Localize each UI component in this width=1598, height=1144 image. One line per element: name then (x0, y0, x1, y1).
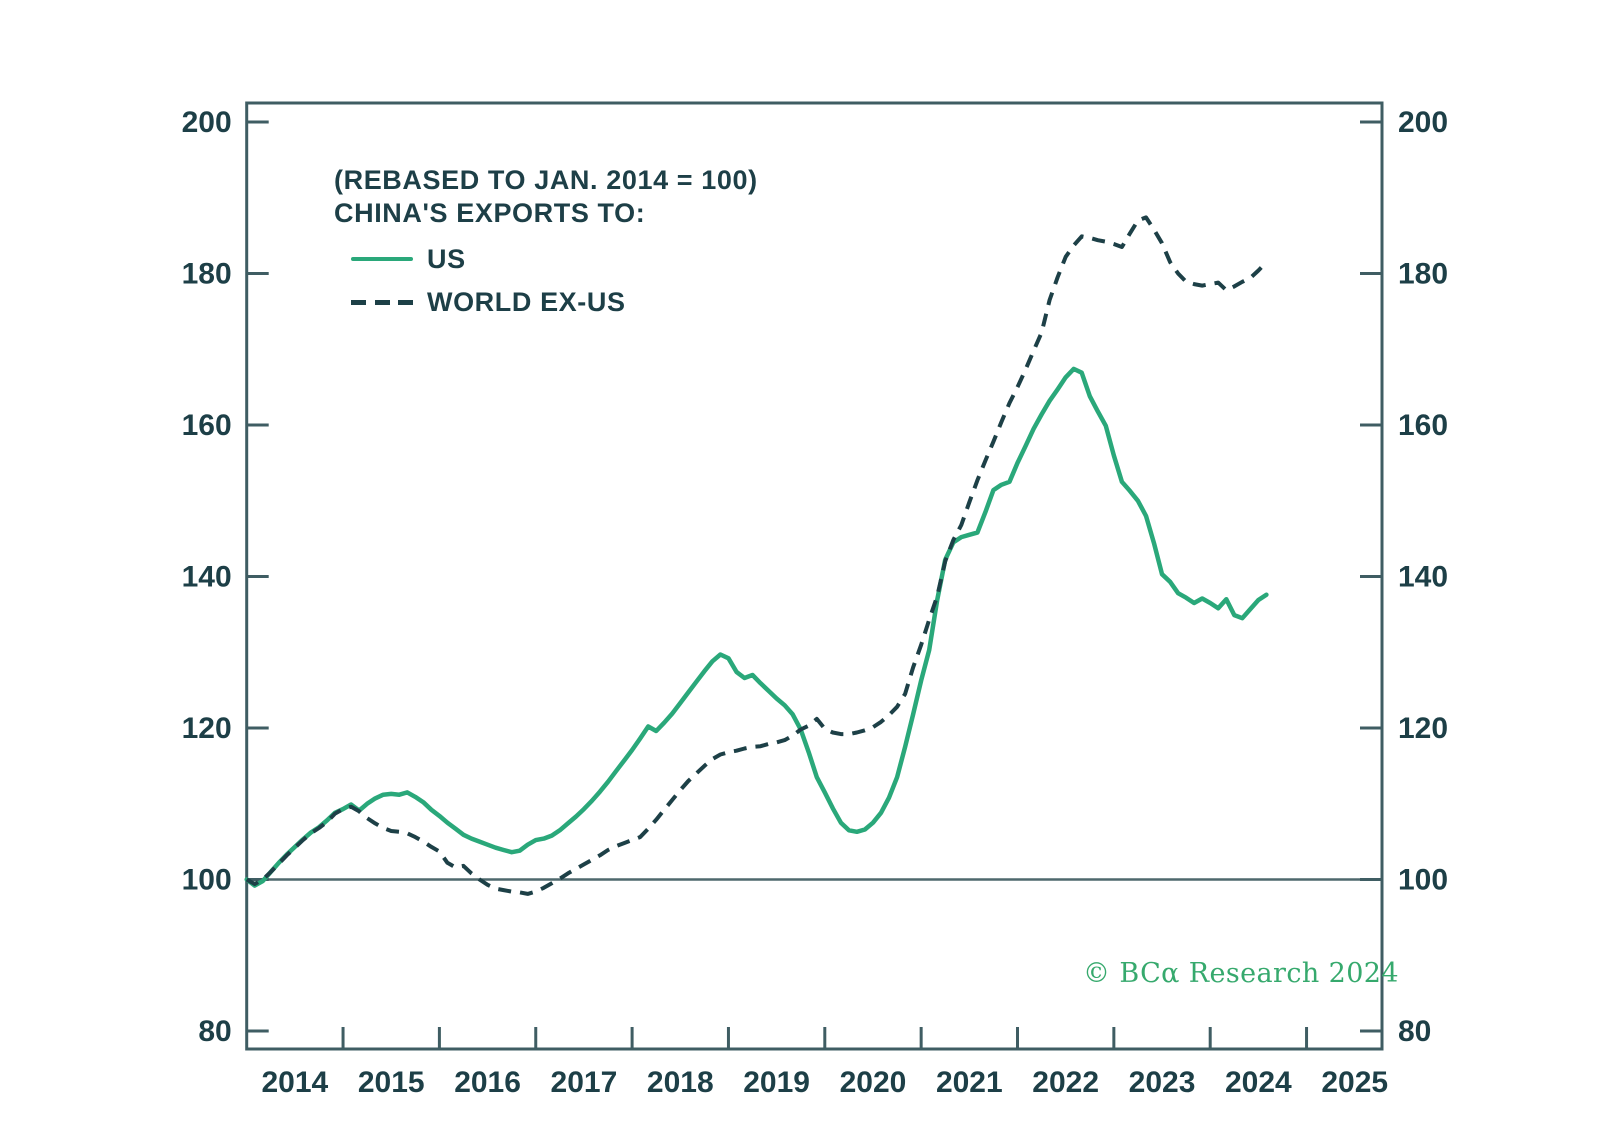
y-axis-label-left: 140 (182, 561, 232, 594)
x-axis-label: 2023 (1129, 1066, 1196, 1099)
y-axis-label-right: 180 (1398, 258, 1448, 291)
us-line (244, 366, 1269, 888)
legend-item-world: WORLD EX-US (334, 286, 758, 317)
y-axis-label-left: 100 (182, 864, 232, 897)
legend-label-us: US (427, 243, 466, 274)
x-axis-label: 2015 (358, 1066, 425, 1099)
y-axis-label-right: 80 (1398, 1015, 1431, 1048)
x-axis-label: 2021 (936, 1066, 1003, 1099)
x-axis-label: 2014 (262, 1066, 329, 1099)
x-axis-label: 2018 (647, 1066, 714, 1099)
legend-item-us: US (334, 243, 758, 274)
chart-legend: (REBASED TO JAN. 2014 = 100) CHINA'S EXP… (334, 164, 758, 317)
x-axis-label: 2024 (1225, 1066, 1292, 1099)
y-axis-label-right: 140 (1398, 561, 1448, 594)
y-axis-label-left: 200 (182, 106, 232, 139)
chart-title: CHINA'S EXPORTS TO: (334, 198, 646, 228)
y-axis-label-right: 200 (1398, 106, 1448, 139)
y-axis-label-right: 160 (1398, 409, 1448, 442)
x-axis-label: 2025 (1321, 1066, 1388, 1099)
x-axis-label: 2016 (454, 1066, 521, 1099)
x-axis-label: 2019 (743, 1066, 810, 1099)
world-ex-us-line (245, 215, 1268, 896)
y-axis-label-left: 180 (182, 258, 232, 291)
y-axis-label-right: 120 (1398, 712, 1448, 745)
x-axis-label: 2022 (1032, 1066, 1099, 1099)
x-axis-label: 2017 (551, 1066, 618, 1099)
bca-research-watermark: © BCα Research 2024 (1083, 958, 1399, 989)
y-axis-label-left: 160 (182, 409, 232, 442)
y-axis-label-right: 100 (1398, 864, 1448, 897)
y-axis-label-left: 80 (198, 1015, 231, 1048)
y-axis-label-left: 120 (182, 712, 232, 745)
rebase-note: (REBASED TO JAN. 2014 = 100) (334, 165, 758, 195)
us-line-swatch (351, 257, 413, 261)
legend-label-world: WORLD EX-US (427, 286, 626, 317)
world-line-swatch (351, 299, 413, 305)
x-axis-label: 2020 (840, 1066, 907, 1099)
